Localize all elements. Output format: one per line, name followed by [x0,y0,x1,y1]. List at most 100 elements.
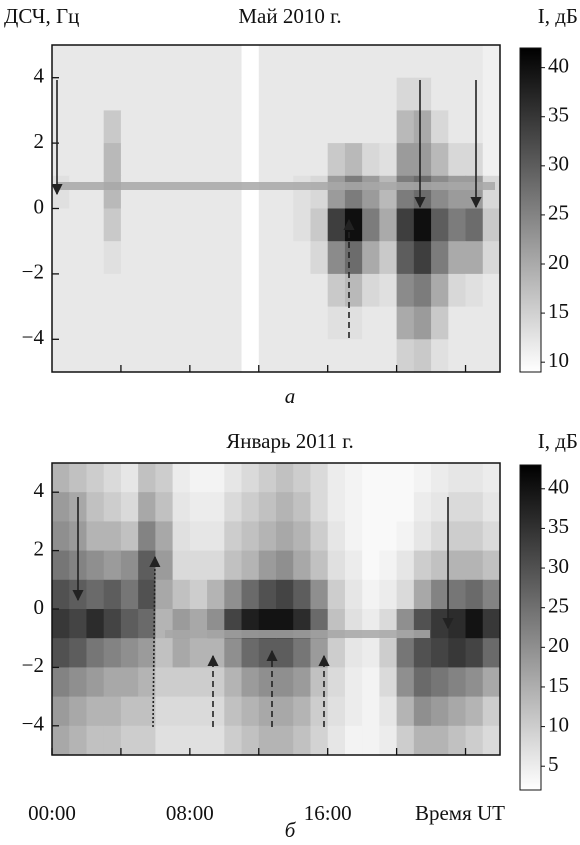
heatmap-cell [465,208,484,242]
heatmap-cell [155,579,174,610]
heatmap-cell [327,492,346,522]
heatmap-cell [207,143,225,177]
heatmap-cell [172,638,191,668]
heatmap-cell [276,175,294,210]
heatmap-cell [448,463,467,493]
heatmap-cell [431,521,449,552]
heatmap-cell [379,175,398,210]
heatmap-cell [138,45,156,79]
heatmap-cell [258,463,277,493]
heatmap-cell [413,550,432,581]
heatmap-cell [344,725,363,756]
heatmap-cell [52,143,70,177]
heatmap-cell [327,579,346,610]
heatmap-cell [344,492,363,522]
heatmap-cell [396,110,415,144]
heatmap-cell [172,579,191,610]
heatmap-cell [448,579,467,610]
heatmap-cell [224,208,243,242]
heatmap-cell [103,175,122,210]
heatmap-cell [448,241,467,275]
heatmap-cell [103,110,122,144]
heatmap-cell [120,175,139,210]
heatmap-cell [482,77,501,111]
heatmap-cell [379,241,398,275]
heatmap-cell [241,550,260,581]
heatmap-cell [172,208,191,242]
heatmap-cell [224,45,243,79]
heatmap-cell [431,463,449,493]
heatmap-cell [344,175,363,210]
heatmap-cell [379,77,398,111]
heatmap-cell [413,463,432,493]
heatmap-cell [465,77,484,111]
heatmap-cell [86,143,105,177]
heatmap-cell [293,521,312,552]
heatmap-cell [431,273,449,308]
heatmap-cell [276,725,294,756]
heatmap-cell [69,241,88,275]
heatmap-cell [482,45,501,79]
heatmap-cell [344,638,363,668]
heatmap-cell [448,208,467,242]
heatmap-cell [86,241,105,275]
heatmap-cell [396,175,415,210]
heatmap-cell [310,579,329,610]
colorbar-tick-label: 15 [548,299,569,323]
heatmap-cell [138,667,156,698]
x-axis-label: Время UT [415,801,505,825]
heatmap-cell [224,241,243,275]
heatmap-cell [293,143,312,177]
heatmap-cell [413,175,432,210]
heatmap-cell [258,45,277,79]
heatmap-cell [189,241,208,275]
heatmap-cell [448,45,467,79]
heatmap-cell [362,638,380,668]
y-tick-label: 4 [34,478,45,502]
heatmap-cell [276,521,294,552]
heatmap-cell [52,492,70,522]
heatmap-cell [344,143,363,177]
heatmap-cell [138,339,156,373]
y-tick-label: −4 [22,325,45,349]
heatmap-cell [207,306,225,340]
heatmap-cell [224,492,243,522]
heatmap-cell [327,110,346,144]
heatmap-cell [344,241,363,275]
colorbar-label: I, дБ [538,4,578,28]
heatmap-cell [189,521,208,552]
heatmap-cell [276,696,294,727]
heatmap-cell [155,463,174,493]
heatmap-cell [293,110,312,144]
heatmap-cell [465,609,484,639]
heatmap-cell [293,725,312,756]
heatmap-cell [224,667,243,698]
heatmap-cell [327,725,346,756]
heatmap-cell [207,725,225,756]
heatmap-cell [69,638,88,668]
heatmap-cell [413,208,432,242]
panel-b: −4 −2 0 2 4 00:00 08:00 16:00 Время UT Январь 201… [22,429,578,842]
heatmap-cell [207,175,225,210]
heatmap-cell [189,77,208,111]
panel-title: Май 2010 г. [238,4,341,28]
heatmap-cell [310,696,329,727]
heatmap-cell [69,77,88,111]
x-tick-label: 16:00 [304,801,352,825]
heatmap-cell [120,273,139,308]
heatmap-cell [120,208,139,242]
heatmap-cell [293,579,312,610]
heatmap-cell [327,241,346,275]
heatmap-cell [86,273,105,308]
heatmap-cell [448,725,467,756]
heatmap-cell [327,463,346,493]
heatmap-cell [344,306,363,340]
heatmap-cell [103,550,122,581]
heatmap-cell [396,579,415,610]
heatmap-cell [86,725,105,756]
heatmap-cell [482,638,501,668]
heatmap-cell [189,579,208,610]
heatmap-cell [344,208,363,242]
heatmap-cell [224,306,243,340]
